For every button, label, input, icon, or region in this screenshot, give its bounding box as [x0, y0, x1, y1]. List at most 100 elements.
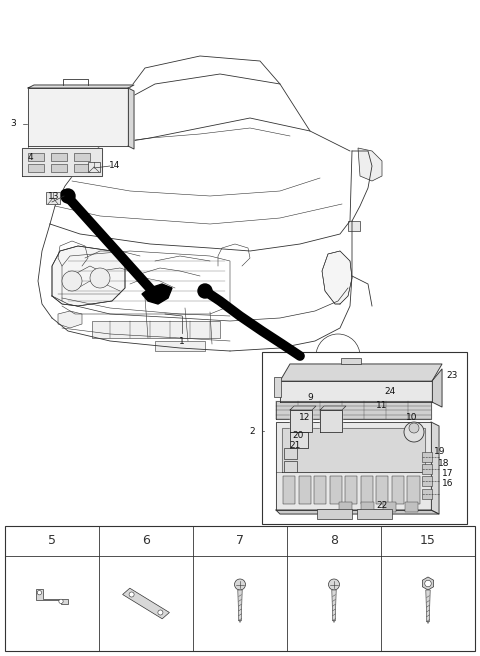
Circle shape	[425, 581, 431, 586]
Bar	[284, 461, 297, 472]
Text: 3: 3	[10, 119, 16, 129]
Text: 18: 18	[438, 459, 450, 468]
Text: 6: 6	[142, 535, 150, 548]
Polygon shape	[238, 590, 242, 621]
Text: 17: 17	[442, 470, 454, 478]
Bar	[408, 476, 420, 504]
Bar	[88, 162, 100, 172]
Bar	[5, 526, 475, 651]
Bar	[51, 153, 67, 161]
Polygon shape	[320, 410, 342, 432]
Polygon shape	[282, 428, 425, 472]
Polygon shape	[155, 341, 205, 351]
Bar	[317, 509, 352, 519]
Bar	[376, 476, 388, 504]
Bar	[46, 192, 60, 204]
Bar	[361, 476, 373, 504]
Circle shape	[90, 268, 110, 288]
Text: 15: 15	[420, 535, 436, 548]
Bar	[28, 153, 44, 161]
Text: 21: 21	[289, 441, 300, 451]
Bar	[51, 164, 67, 172]
Circle shape	[61, 189, 75, 203]
Bar	[422, 464, 432, 474]
Bar	[341, 358, 361, 364]
Text: 20: 20	[292, 432, 304, 440]
Polygon shape	[22, 148, 102, 176]
Circle shape	[62, 271, 82, 291]
Bar	[284, 448, 297, 459]
Text: 5: 5	[48, 535, 56, 548]
Polygon shape	[276, 422, 431, 510]
Bar	[357, 509, 392, 519]
Polygon shape	[290, 410, 312, 432]
Circle shape	[404, 422, 424, 442]
Bar	[348, 221, 360, 231]
Bar	[422, 489, 432, 499]
Text: 11: 11	[376, 401, 388, 411]
Text: 19: 19	[434, 447, 446, 455]
Polygon shape	[322, 251, 352, 304]
Bar	[274, 377, 281, 397]
Polygon shape	[58, 311, 82, 328]
Bar	[422, 452, 432, 462]
Polygon shape	[333, 621, 336, 623]
Polygon shape	[426, 590, 430, 621]
Text: 24: 24	[384, 386, 396, 396]
Bar	[330, 476, 342, 504]
Text: 23: 23	[446, 371, 458, 380]
Circle shape	[409, 423, 419, 433]
Polygon shape	[320, 406, 346, 410]
Bar	[345, 476, 357, 504]
Text: 2: 2	[249, 426, 255, 436]
Text: 22: 22	[376, 501, 388, 510]
Circle shape	[129, 592, 134, 597]
Text: 8: 8	[330, 535, 338, 548]
Bar	[283, 476, 295, 504]
Bar	[74, 153, 90, 161]
Bar	[422, 476, 432, 486]
Polygon shape	[239, 621, 241, 623]
Bar	[361, 502, 374, 512]
Bar	[74, 164, 90, 172]
Polygon shape	[427, 621, 429, 623]
Polygon shape	[122, 588, 169, 619]
Circle shape	[235, 579, 245, 590]
Polygon shape	[290, 406, 316, 410]
Circle shape	[59, 599, 63, 604]
Bar	[299, 476, 311, 504]
Polygon shape	[358, 148, 382, 181]
Text: 14: 14	[109, 161, 120, 171]
Polygon shape	[52, 246, 125, 306]
Bar	[405, 502, 418, 512]
Polygon shape	[332, 590, 336, 621]
Bar	[262, 352, 467, 524]
Bar	[339, 502, 352, 512]
Bar	[392, 476, 404, 504]
Polygon shape	[92, 321, 220, 338]
Polygon shape	[28, 85, 134, 88]
Polygon shape	[422, 577, 433, 590]
Bar	[28, 164, 44, 172]
Text: 7: 7	[236, 535, 244, 548]
Polygon shape	[36, 589, 68, 604]
Text: 9: 9	[307, 394, 313, 403]
Circle shape	[328, 579, 339, 590]
Circle shape	[158, 610, 163, 615]
Bar	[383, 502, 396, 512]
Polygon shape	[290, 432, 308, 448]
Polygon shape	[276, 401, 431, 419]
Text: 13: 13	[48, 192, 60, 201]
Polygon shape	[128, 88, 134, 149]
Polygon shape	[280, 364, 442, 381]
Polygon shape	[432, 369, 442, 407]
Text: 16: 16	[442, 480, 454, 489]
Polygon shape	[142, 284, 172, 304]
Polygon shape	[280, 381, 432, 402]
Polygon shape	[28, 88, 128, 146]
Circle shape	[198, 284, 212, 298]
Text: 1: 1	[179, 337, 185, 346]
Text: 12: 12	[300, 413, 311, 422]
Bar	[314, 476, 326, 504]
Text: 4: 4	[27, 154, 33, 163]
